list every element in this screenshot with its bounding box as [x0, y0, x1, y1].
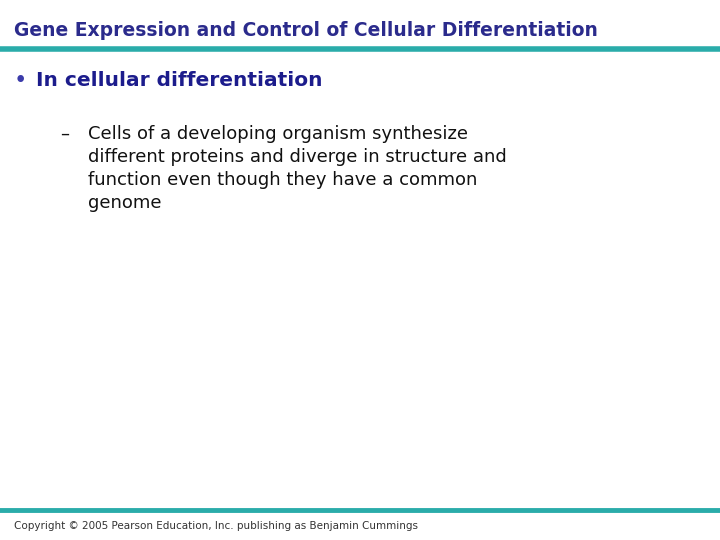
Text: Gene Expression and Control of Cellular Differentiation: Gene Expression and Control of Cellular …: [14, 21, 598, 39]
Text: –: –: [60, 125, 69, 143]
Text: different proteins and diverge in structure and: different proteins and diverge in struct…: [88, 148, 507, 166]
Text: function even though they have a common: function even though they have a common: [88, 171, 477, 189]
Text: In cellular differentiation: In cellular differentiation: [36, 71, 323, 90]
Text: Copyright © 2005 Pearson Education, Inc. publishing as Benjamin Cummings: Copyright © 2005 Pearson Education, Inc.…: [14, 521, 418, 531]
Text: •: •: [14, 69, 27, 91]
Text: genome: genome: [88, 194, 161, 212]
Text: Cells of a developing organism synthesize: Cells of a developing organism synthesiz…: [88, 125, 468, 143]
